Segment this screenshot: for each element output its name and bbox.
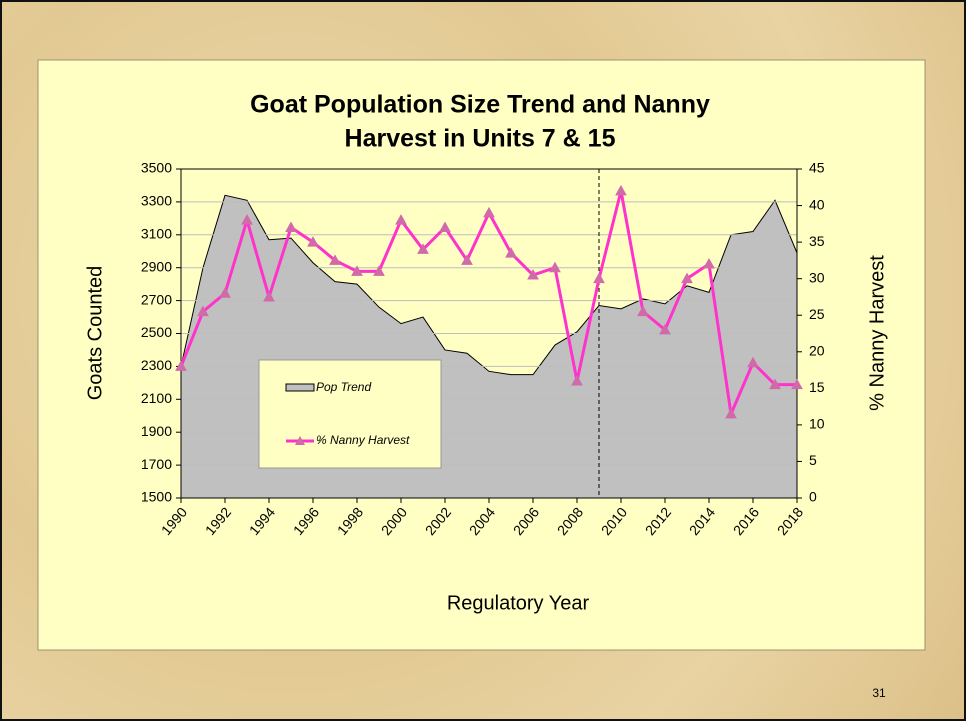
y2-tick-label: 25 <box>809 306 825 322</box>
y-tick-label: 2300 <box>141 357 172 373</box>
marker <box>615 184 627 196</box>
marker <box>549 261 561 273</box>
marker <box>351 265 363 276</box>
legend-marker <box>295 436 305 445</box>
y2-tick-label: 15 <box>809 379 825 395</box>
marker <box>263 290 275 302</box>
chart-title: Harvest in Units 7 & 15 <box>345 125 616 153</box>
marker <box>747 356 759 368</box>
marker <box>307 236 319 247</box>
y-tick-label: 3100 <box>141 226 172 242</box>
y-tick-label: 3500 <box>141 160 172 176</box>
marker <box>681 272 693 284</box>
y2-tick-label: 5 <box>809 452 817 468</box>
marker <box>175 360 187 371</box>
y2-tick-label: 35 <box>809 233 825 249</box>
marker <box>659 323 671 335</box>
y-axis-label: Goats Counted <box>84 266 106 401</box>
marker <box>395 214 407 225</box>
y-tick-label: 2900 <box>141 258 172 274</box>
marker <box>197 305 209 317</box>
y-tick-label: 1900 <box>141 423 172 439</box>
y2-tick-label: 10 <box>809 416 825 432</box>
marker <box>241 214 253 225</box>
legend-label: % Nanny Harvest <box>316 433 410 447</box>
marker <box>285 221 297 232</box>
y2-axis-label: % Nanny Harvest <box>866 255 888 411</box>
y-tick-label: 2100 <box>141 390 172 406</box>
legend-label: Pop Trend <box>316 380 371 394</box>
marker <box>439 221 451 232</box>
marker <box>637 305 649 317</box>
marker <box>571 374 583 386</box>
legend-swatch <box>285 383 315 392</box>
marker <box>483 206 495 218</box>
marker <box>461 254 473 265</box>
y-tick-label: 2700 <box>141 291 172 307</box>
marker <box>373 265 385 276</box>
marker <box>505 247 517 258</box>
y-tick-label: 3300 <box>141 193 172 209</box>
y-tick-label: 1700 <box>141 456 172 472</box>
marker <box>725 407 737 419</box>
marker <box>219 287 231 298</box>
chart-title: Goat Population Size Trend and Nanny <box>250 91 710 119</box>
y2-tick-label: 30 <box>809 269 825 285</box>
y-tick-label: 2500 <box>141 324 172 340</box>
marker <box>527 268 539 280</box>
legend <box>258 359 442 469</box>
page-number: 31 <box>872 686 886 700</box>
y2-tick-label: 0 <box>809 489 817 505</box>
marker <box>329 254 341 265</box>
y2-tick-label: 20 <box>809 342 825 358</box>
marker <box>593 272 605 284</box>
marker <box>791 378 803 390</box>
marker <box>769 378 781 390</box>
y-tick-label: 1500 <box>141 489 172 505</box>
x-axis-label: Regulatory Year <box>447 592 590 614</box>
y2-tick-label: 45 <box>809 160 825 176</box>
marker <box>417 243 429 254</box>
y2-tick-label: 40 <box>809 196 825 212</box>
marker <box>703 258 715 269</box>
